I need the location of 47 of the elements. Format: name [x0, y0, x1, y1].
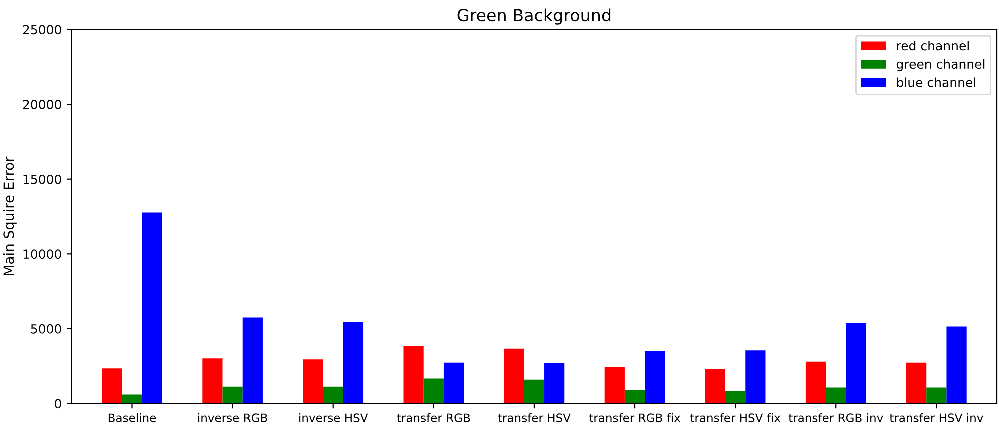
bar — [645, 352, 666, 404]
bar — [705, 369, 726, 404]
legend-label: red channel — [897, 41, 969, 51]
bar — [424, 378, 444, 404]
x-tick-label: transfer HSV — [498, 413, 571, 422]
bar — [906, 362, 927, 404]
y-tick-label: 20000 — [23, 100, 62, 110]
bar — [726, 391, 746, 404]
legend-label: green channel — [896, 59, 985, 72]
x-tick-label: transfer RGB fix — [589, 413, 681, 422]
bar — [746, 350, 766, 404]
x-tick-label: inverse HSV — [300, 413, 368, 422]
bar — [444, 362, 464, 404]
y-tick-label: 15000 — [24, 174, 62, 184]
bar — [544, 364, 565, 404]
y-tick-label: 5000 — [31, 324, 62, 334]
chart-title: Green Background — [458, 8, 611, 25]
bar — [624, 390, 646, 404]
bar — [846, 323, 866, 404]
bar — [504, 348, 524, 404]
x-tick-label: Baseline — [108, 413, 156, 422]
bar — [524, 380, 545, 404]
bar — [222, 386, 243, 404]
bar — [604, 368, 625, 404]
bar — [806, 362, 826, 404]
y-tick-label: 0 — [55, 399, 62, 409]
bar — [303, 360, 324, 404]
x-tick-label: transfer RGB inv — [788, 413, 884, 422]
bar — [826, 388, 846, 404]
x-tick-label: inverse RGB — [198, 413, 268, 422]
bar — [926, 388, 947, 404]
legend-label: blue channel — [897, 78, 976, 88]
bar — [102, 368, 122, 404]
bar — [142, 212, 162, 404]
x-tick-label: transfer HSV inv — [890, 413, 984, 422]
bar — [946, 326, 967, 404]
x-tick-label: transfer RGB — [397, 413, 470, 422]
bar — [242, 318, 263, 404]
bar — [343, 322, 364, 404]
y-axis-title: Main Squire Error — [3, 156, 17, 276]
x-tick-label: transfer HSV fix — [690, 413, 781, 422]
y-tick-label: 25000 — [23, 25, 62, 35]
bar — [323, 386, 344, 404]
bar — [202, 358, 223, 404]
bar — [404, 346, 424, 404]
bar — [122, 394, 142, 404]
y-tick-label: 10000 — [24, 250, 62, 260]
